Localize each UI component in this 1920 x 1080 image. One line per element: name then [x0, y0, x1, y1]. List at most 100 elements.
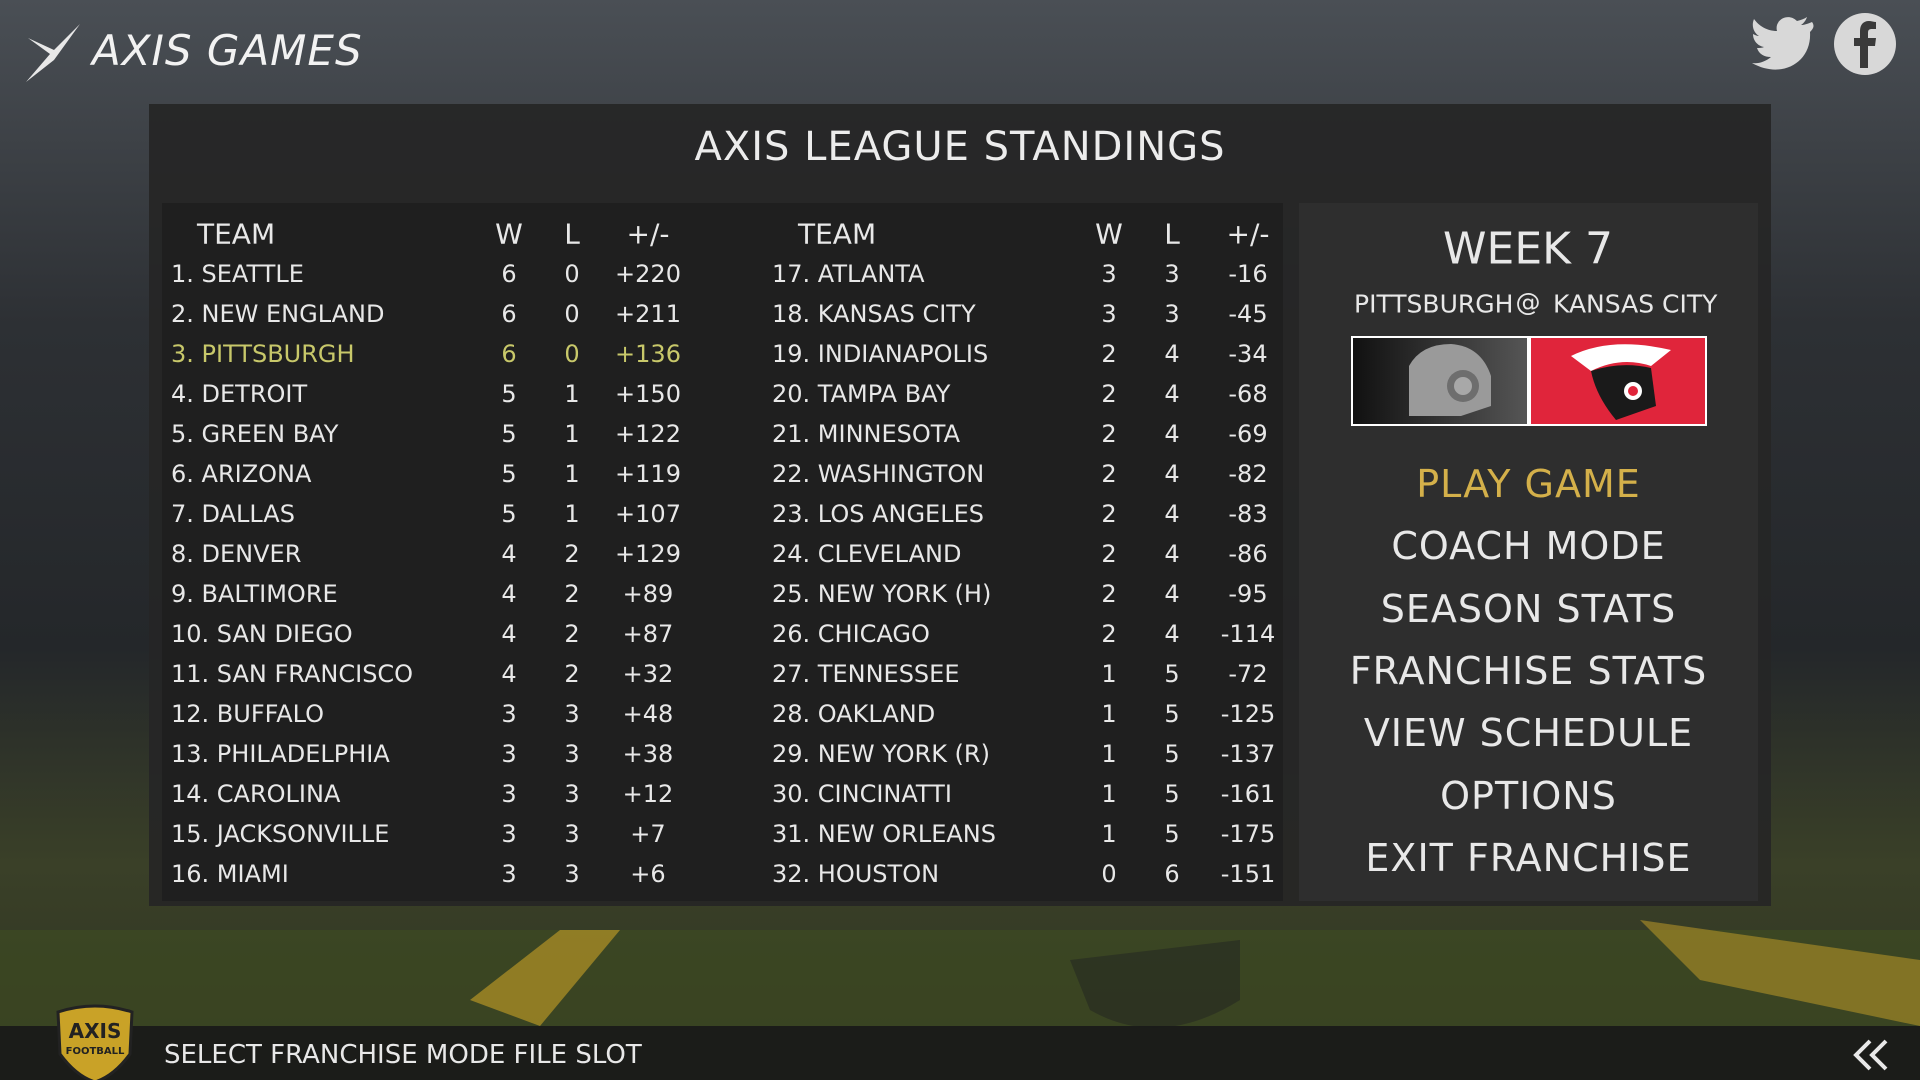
team-name: 9. BALTIMORE	[171, 580, 338, 608]
badge-text: AXIS	[69, 1019, 122, 1043]
point-diff: +220	[615, 260, 681, 288]
team-name: 4. DETROIT	[171, 380, 308, 408]
team-name: 11. SAN FRANCISCO	[171, 660, 414, 688]
facebook-icon[interactable]	[1833, 12, 1897, 76]
point-diff: -161	[1220, 780, 1276, 808]
wins: 1	[1101, 740, 1117, 768]
losses: 0	[564, 340, 580, 368]
team-name: 18. KANSAS CITY	[772, 300, 976, 328]
point-diff: -16	[1228, 260, 1268, 288]
point-diff: +32	[622, 660, 674, 688]
point-diff: +38	[622, 740, 674, 768]
wins: 5	[501, 500, 517, 528]
menu-item[interactable]: EXIT FRANCHISE	[1365, 835, 1692, 880]
team-name: 5. GREEN BAY	[171, 420, 339, 448]
losses: 4	[1164, 540, 1180, 568]
point-diff: +136	[615, 340, 681, 368]
week-panel	[1299, 203, 1758, 901]
away-team: KANSAS CITY	[1553, 289, 1718, 319]
team-name: 27. TENNESSEE	[772, 660, 960, 688]
wins: 3	[501, 780, 517, 808]
standings-table	[162, 203, 1283, 901]
home-team: PITTSBURGH	[1354, 289, 1514, 319]
losses: 4	[1164, 340, 1180, 368]
losses: 5	[1164, 660, 1180, 688]
point-diff: -68	[1228, 380, 1268, 408]
point-diff: -137	[1220, 740, 1276, 768]
wins: 2	[1101, 380, 1117, 408]
column-header: L	[564, 217, 580, 251]
footer-badge: AXIS FOOTBALL	[56, 1004, 134, 1080]
point-diff: -45	[1228, 300, 1268, 328]
wins: 1	[1101, 660, 1117, 688]
point-diff: +107	[615, 500, 681, 528]
team-name: 32. HOUSTON	[772, 860, 940, 888]
menu-item[interactable]: SEASON STATS	[1380, 586, 1677, 631]
losses: 0	[564, 300, 580, 328]
team-name: 23. LOS ANGELES	[772, 500, 984, 528]
menu-item[interactable]: FRANCHISE STATS	[1349, 648, 1708, 693]
losses: 3	[1164, 300, 1180, 328]
menu-item[interactable]: PLAY GAME	[1416, 462, 1641, 506]
team-name: 31. NEW ORLEANS	[772, 820, 996, 848]
point-diff: -151	[1220, 860, 1276, 888]
losses: 2	[564, 660, 580, 688]
losses: 4	[1164, 460, 1180, 488]
brand-logo	[26, 24, 80, 82]
team-name: 30. CINCINATTI	[772, 780, 952, 808]
losses: 6	[1164, 860, 1180, 888]
matchup-logos	[1351, 336, 1707, 426]
point-diff: +122	[615, 420, 681, 448]
twitter-icon[interactable]	[1752, 14, 1816, 72]
wins: 3	[501, 820, 517, 848]
wins: 4	[501, 620, 517, 648]
point-diff: -86	[1228, 540, 1268, 568]
wins: 3	[501, 860, 517, 888]
back-button[interactable]	[1852, 1038, 1894, 1072]
wins: 2	[1101, 620, 1117, 648]
week-label: WEEK 7	[1443, 223, 1613, 275]
team-name: 20. TAMPA BAY	[772, 380, 951, 408]
losses: 3	[564, 700, 580, 728]
footer-hint: SELECT FRANCHISE MODE FILE SLOT	[164, 1040, 642, 1070]
team-name: 22. WASHINGTON	[772, 460, 985, 488]
losses: 4	[1164, 500, 1180, 528]
team-name: 16. MIAMI	[171, 860, 289, 888]
menu-item[interactable]: COACH MODE	[1391, 524, 1666, 569]
point-diff: +89	[622, 580, 674, 608]
column-header: TEAM	[197, 217, 276, 251]
losses: 2	[564, 580, 580, 608]
losses: 3	[564, 820, 580, 848]
standings-title: AXIS LEAGUE STANDINGS	[694, 124, 1226, 170]
losses: 1	[564, 500, 580, 528]
wins: 0	[1101, 860, 1117, 888]
wins: 6	[501, 340, 517, 368]
wins: 4	[501, 580, 517, 608]
point-diff: +12	[622, 780, 674, 808]
badge-subtext: FOOTBALL	[66, 1046, 125, 1057]
team-name: 1. SEATTLE	[171, 260, 304, 288]
team-name: 10. SAN DIEGO	[171, 620, 353, 648]
point-diff: -125	[1220, 700, 1276, 728]
point-diff: -82	[1228, 460, 1268, 488]
point-diff: +129	[615, 540, 681, 568]
point-diff: +6	[630, 860, 666, 888]
team-name: 3. PITTSBURGH	[171, 340, 355, 368]
wins: 5	[501, 460, 517, 488]
point-diff: +150	[615, 380, 681, 408]
wins: 3	[1101, 300, 1117, 328]
team-name: 17. ATLANTA	[772, 260, 925, 288]
wins: 1	[1101, 700, 1117, 728]
point-diff: -69	[1228, 420, 1268, 448]
at-sign: @	[1515, 287, 1541, 317]
point-diff: -95	[1228, 580, 1268, 608]
losses: 2	[564, 540, 580, 568]
column-header: W	[495, 217, 523, 251]
wins: 6	[501, 260, 517, 288]
wins: 6	[501, 300, 517, 328]
menu-item[interactable]: OPTIONS	[1440, 773, 1617, 818]
point-diff: -34	[1228, 340, 1268, 368]
team-name: 7. DALLAS	[171, 500, 295, 528]
point-diff: -175	[1220, 820, 1276, 848]
menu-item[interactable]: VIEW SCHEDULE	[1363, 711, 1694, 756]
